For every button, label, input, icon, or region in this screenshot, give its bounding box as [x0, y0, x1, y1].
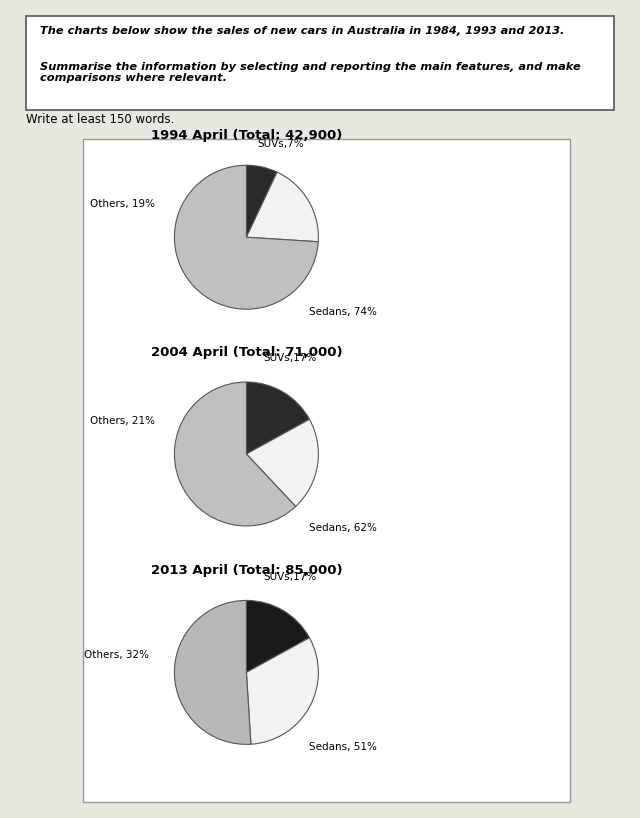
Text: SUVs,7%: SUVs,7%: [258, 139, 305, 150]
Wedge shape: [246, 165, 277, 237]
Text: Others, 21%: Others, 21%: [90, 416, 155, 425]
Text: Others, 19%: Others, 19%: [90, 199, 155, 209]
Title: 2013 April (Total: 85,000): 2013 April (Total: 85,000): [150, 564, 342, 577]
Text: Summarise the information by selecting and reporting the main features, and make: Summarise the information by selecting a…: [40, 61, 581, 83]
Title: 1994 April (Total: 42,900): 1994 April (Total: 42,900): [150, 129, 342, 142]
Title: 2004 April (Total: 71,000): 2004 April (Total: 71,000): [150, 346, 342, 358]
Wedge shape: [175, 165, 318, 309]
Text: SUVs,17%: SUVs,17%: [263, 353, 317, 363]
Text: Sedans, 74%: Sedans, 74%: [309, 307, 377, 317]
Text: Sedans, 51%: Sedans, 51%: [309, 742, 377, 752]
Wedge shape: [246, 638, 318, 744]
Wedge shape: [246, 600, 310, 672]
Wedge shape: [175, 382, 296, 526]
Wedge shape: [175, 600, 251, 744]
FancyBboxPatch shape: [83, 139, 570, 802]
Wedge shape: [246, 382, 310, 454]
FancyBboxPatch shape: [26, 16, 614, 110]
Text: Others, 32%: Others, 32%: [84, 650, 148, 660]
Text: The charts below show the sales of new cars in Australia in 1984, 1993 and 2013.: The charts below show the sales of new c…: [40, 26, 564, 36]
Wedge shape: [246, 172, 318, 242]
Text: Sedans, 62%: Sedans, 62%: [309, 524, 377, 533]
Wedge shape: [246, 420, 318, 506]
Text: Write at least 150 words.: Write at least 150 words.: [26, 113, 174, 126]
Text: SUVs,17%: SUVs,17%: [263, 572, 317, 582]
